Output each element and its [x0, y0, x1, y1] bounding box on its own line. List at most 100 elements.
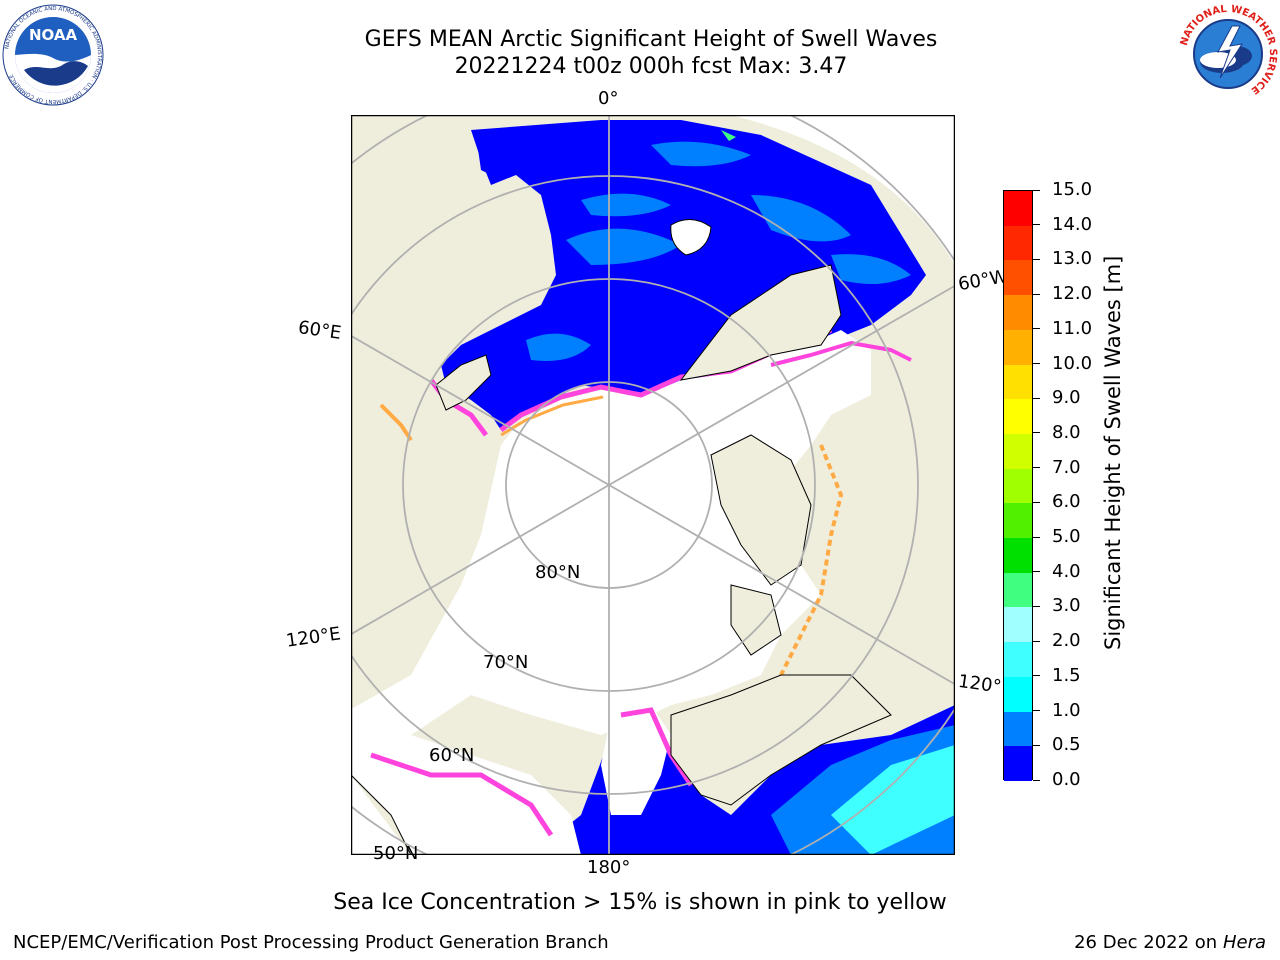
colorbar-segment	[1004, 329, 1032, 365]
polar-map	[351, 115, 955, 855]
colorbar-segment	[1004, 676, 1032, 712]
colorbar-tick-label: 4.0	[1052, 560, 1081, 582]
map-title: GEFS MEAN Arctic Significant Height of S…	[364, 27, 938, 52]
credit-branch: NCEP/EMC/Verification Post Processing Pr…	[13, 932, 609, 953]
colorbar-segment	[1004, 572, 1032, 608]
colorbar-segment	[1004, 295, 1032, 330]
meridian-120e	[351, 484, 610, 636]
greenland	[679, 264, 842, 381]
alaska	[670, 674, 892, 806]
colorbar-tick-mark	[1033, 293, 1040, 295]
colorbar-tick-mark	[1033, 536, 1040, 538]
iceland	[670, 219, 712, 256]
colorbar-segment	[1004, 399, 1032, 434]
colorbar-segment	[1004, 607, 1032, 643]
lon-label-180: 180°	[587, 857, 631, 878]
colorbar-segment	[1004, 260, 1032, 296]
meridian-60w	[608, 284, 955, 486]
colorbar-tick-label: 10.0	[1052, 352, 1093, 374]
colorbar-tick-label: 9.0	[1052, 387, 1081, 409]
lat-label-50n: 50°N	[373, 843, 419, 864]
swell-band	[651, 141, 751, 167]
ice-edge	[370, 752, 554, 837]
lat-label-70n: 70°N	[483, 652, 529, 673]
colorbar-segment	[1004, 364, 1032, 400]
graticule	[351, 115, 955, 855]
colorbar-tick-mark	[1033, 744, 1040, 746]
noaa-logo: NOAA NATIONAL OCEANIC AND ATMOSPHERIC AD…	[2, 4, 104, 106]
swell-band	[526, 333, 591, 361]
nws-logo: NATIONAL WEATHER SERVICE	[1179, 4, 1278, 103]
colorbar-tick-label: 6.0	[1052, 491, 1081, 513]
lat-label-60n: 60°N	[429, 745, 475, 766]
credit-date: 26 Dec 2022 on Hera	[1074, 932, 1266, 953]
colorbar-label: Significant Height of Swell Waves [m]	[1101, 255, 1125, 650]
sea-ice-note: Sea Ice Concentration > 15% is shown in …	[333, 890, 947, 915]
colorbar-tick-mark	[1033, 328, 1040, 330]
colorbar-tick-mark	[1033, 363, 1040, 365]
bering-sea-ice	[601, 705, 671, 815]
colorbar-segment	[1004, 191, 1032, 226]
noaa-logo-text: NOAA	[29, 26, 78, 44]
no-data-region	[731, 115, 955, 265]
colorbar-tick-mark	[1033, 640, 1040, 642]
colorbar-tick-mark	[1033, 397, 1040, 399]
baltic-sea	[476, 130, 531, 180]
novaya-zemlya	[435, 354, 492, 411]
swell-band	[566, 228, 681, 265]
swell-band	[751, 195, 851, 242]
colorbar-tick-label: 1.0	[1052, 699, 1081, 721]
colorbar-segment	[1004, 642, 1032, 677]
colorbar-tick-label: 13.0	[1052, 248, 1093, 270]
colorbar-tick-mark	[1033, 467, 1040, 469]
meridian-120w	[608, 484, 955, 686]
colorbar-tick-mark	[1033, 675, 1040, 677]
lon-label-60e: 60°E	[296, 317, 343, 344]
colorbar-tick-mark	[1033, 224, 1040, 226]
colorbar-tick-mark	[1033, 571, 1040, 573]
archipelago-ice-edge	[670, 444, 844, 737]
ice-edge	[620, 707, 694, 787]
colorbar-tick-label: 11.0	[1052, 317, 1093, 339]
lon-label-60w: 60°W	[956, 265, 1010, 296]
colorbar-tick-label: 15.0	[1052, 179, 1093, 200]
colorbar-tick-label: 7.0	[1052, 456, 1081, 478]
colorbar-tick-label: 5.0	[1052, 526, 1081, 548]
colorbar-tick-mark	[1033, 189, 1040, 191]
canadian-archipelago	[710, 434, 812, 586]
colorbar-segment	[1004, 711, 1032, 747]
colorbar-tick-mark	[1033, 432, 1040, 434]
colorbar-segment	[1004, 433, 1032, 469]
colorbar-tick-mark	[1033, 501, 1040, 503]
ice-edge-warm	[500, 395, 604, 437]
swell-band	[581, 193, 671, 217]
colorbar-segment	[1004, 538, 1032, 573]
colorbar-tick-label: 8.0	[1052, 421, 1081, 443]
canadian-archipelago	[730, 584, 782, 656]
swell-max-patch	[721, 130, 736, 141]
colorbar-tick-mark	[1033, 710, 1040, 712]
map-frame	[351, 115, 955, 855]
colorbar-tick-label: 0.0	[1052, 769, 1081, 790]
colorbar-segment	[1004, 468, 1032, 504]
colorbar	[1003, 190, 1033, 781]
swell-band	[831, 745, 955, 855]
ice-edge	[770, 340, 912, 367]
lat-label-80n: 80°N	[535, 562, 581, 583]
colorbar-tick-label: 12.0	[1052, 283, 1093, 305]
colorbar-segment	[1004, 746, 1032, 781]
swell-band	[831, 254, 911, 284]
colorbar-tick-label: 3.0	[1052, 595, 1081, 617]
lon-label-0: 0°	[598, 88, 619, 109]
colorbar-tick-label: 1.5	[1052, 664, 1081, 686]
colorbar-tick-label: 0.5	[1052, 734, 1081, 756]
colorbar-ticks: 0.0 0.5 1.0 1.5 2.0 3.0 4.0 5.0 6.0 7.0 8.0 9.0 10.0…	[1033, 0, 1115, 960]
lon-label-120e: 120°E	[284, 623, 342, 652]
meridian-60e	[351, 334, 610, 486]
ice-edge-warm	[379, 403, 413, 442]
colorbar-segment	[1004, 503, 1032, 539]
credit-date-text: 26 Dec 2022 on	[1074, 932, 1218, 953]
map-subtitle: 20221224 t00z 000h fcst Max: 3.47	[454, 54, 848, 79]
colorbar-tick-mark	[1033, 779, 1040, 781]
colorbar-tick-mark	[1033, 605, 1040, 607]
